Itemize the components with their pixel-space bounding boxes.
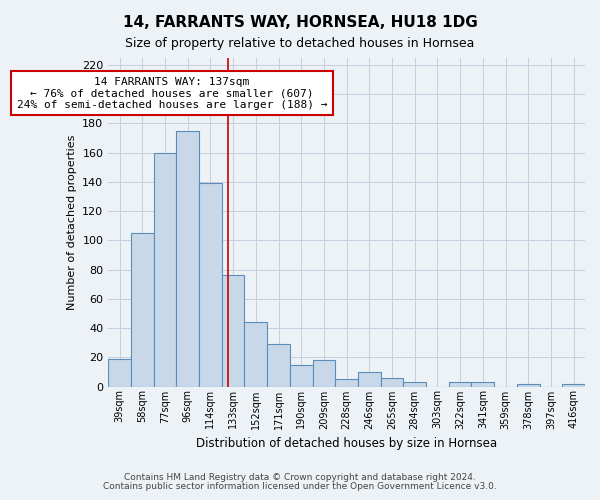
Bar [108, 358, 131, 386]
Y-axis label: Number of detached properties: Number of detached properties [67, 134, 77, 310]
Text: Contains HM Land Registry data © Crown copyright and database right 2024.: Contains HM Land Registry data © Crown c… [124, 473, 476, 482]
Bar [313, 360, 335, 386]
Bar [380, 378, 403, 386]
Bar [403, 382, 426, 386]
Bar [517, 384, 539, 386]
Text: Size of property relative to detached houses in Hornsea: Size of property relative to detached ho… [125, 38, 475, 51]
Bar [358, 372, 380, 386]
Bar [131, 233, 154, 386]
Text: 14, FARRANTS WAY, HORNSEA, HU18 1DG: 14, FARRANTS WAY, HORNSEA, HU18 1DG [122, 15, 478, 30]
Bar [244, 322, 267, 386]
Bar [290, 364, 313, 386]
Bar [562, 384, 585, 386]
Text: Contains public sector information licensed under the Open Government Licence v3: Contains public sector information licen… [103, 482, 497, 491]
Text: 14 FARRANTS WAY: 137sqm
← 76% of detached houses are smaller (607)
24% of semi-d: 14 FARRANTS WAY: 137sqm ← 76% of detache… [17, 76, 327, 110]
Bar [199, 184, 222, 386]
Bar [222, 276, 244, 386]
Bar [267, 344, 290, 387]
Bar [154, 152, 176, 386]
Bar [335, 379, 358, 386]
X-axis label: Distribution of detached houses by size in Hornsea: Distribution of detached houses by size … [196, 437, 497, 450]
Bar [449, 382, 472, 386]
Bar [176, 130, 199, 386]
Bar [472, 382, 494, 386]
